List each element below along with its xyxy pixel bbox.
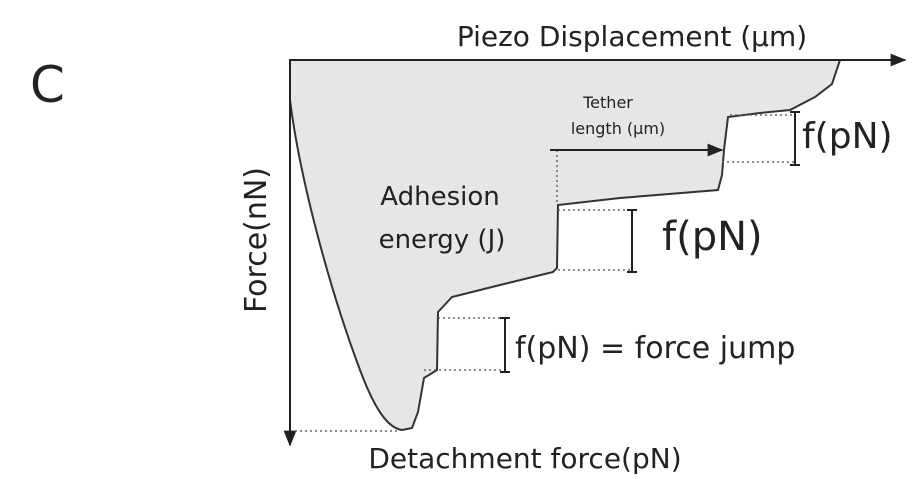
step-markers: [500, 111, 800, 373]
guides: [295, 114, 795, 432]
adhesion-area: [289, 59, 842, 432]
annotation: f(pN): [802, 116, 893, 157]
annotation: f(pN): [662, 214, 763, 260]
annotation: energy (J): [379, 225, 506, 255]
annotation: Adhesion: [380, 182, 499, 212]
annotation: Detachment force(pN): [368, 442, 681, 475]
annotation: Tether: [582, 93, 633, 112]
x-axis-label: Piezo Displacement (μm): [457, 20, 807, 53]
annotation: f(pN) = force jump: [515, 331, 795, 366]
annotation: length (μm): [571, 119, 665, 138]
panel-label: C: [30, 56, 65, 114]
y-axis-label: Force(nN): [239, 167, 274, 313]
